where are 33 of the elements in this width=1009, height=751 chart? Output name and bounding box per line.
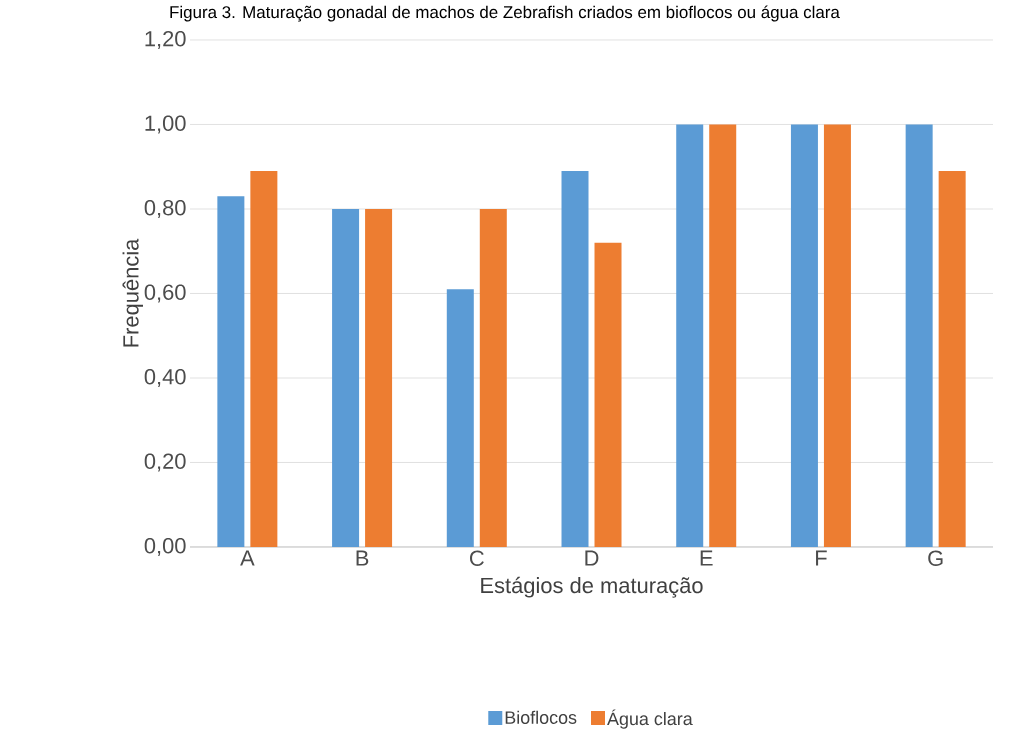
legend-label: Água clara [607,709,693,729]
bar [446,289,474,547]
x-axis-title: Estágios de maturação [481,576,703,598]
y-tick-label: 0,80 [144,199,186,219]
bar [938,170,966,547]
x-tick-label: D [585,550,599,566]
y-tick-label: 1,20 [145,30,186,50]
y-tick-label: 0,00 [144,537,186,557]
legend-label: Bioflocos [505,710,577,724]
bar [561,170,589,547]
bar [479,208,507,547]
bar [676,124,704,547]
bar [709,124,737,547]
y-tick-label: 0,20 [144,453,186,472]
bar [790,124,818,547]
chart-title: Figura 3. Maturação gonadal de machos de Zebrafish criados em bioflocos ou água clara [170,5,840,22]
x-tick-label: B [356,550,369,566]
x-tick-label: C [469,550,484,567]
y-axis-title: Frequência [122,238,143,347]
bar [332,208,360,547]
y-tick-label: 0,40 [144,368,186,388]
y-tick-label: 0,60 [144,284,186,303]
x-tick-label: E [700,550,713,566]
x-tick-label: F [816,550,827,566]
bar [594,242,622,547]
x-tick-label: A [240,550,255,566]
bar [823,124,851,547]
bar [365,208,393,547]
bar [217,196,245,547]
x-tick-label: G [928,550,943,567]
bar [250,170,278,547]
bar [905,124,933,547]
y-tick-label: 1,00 [145,115,186,134]
